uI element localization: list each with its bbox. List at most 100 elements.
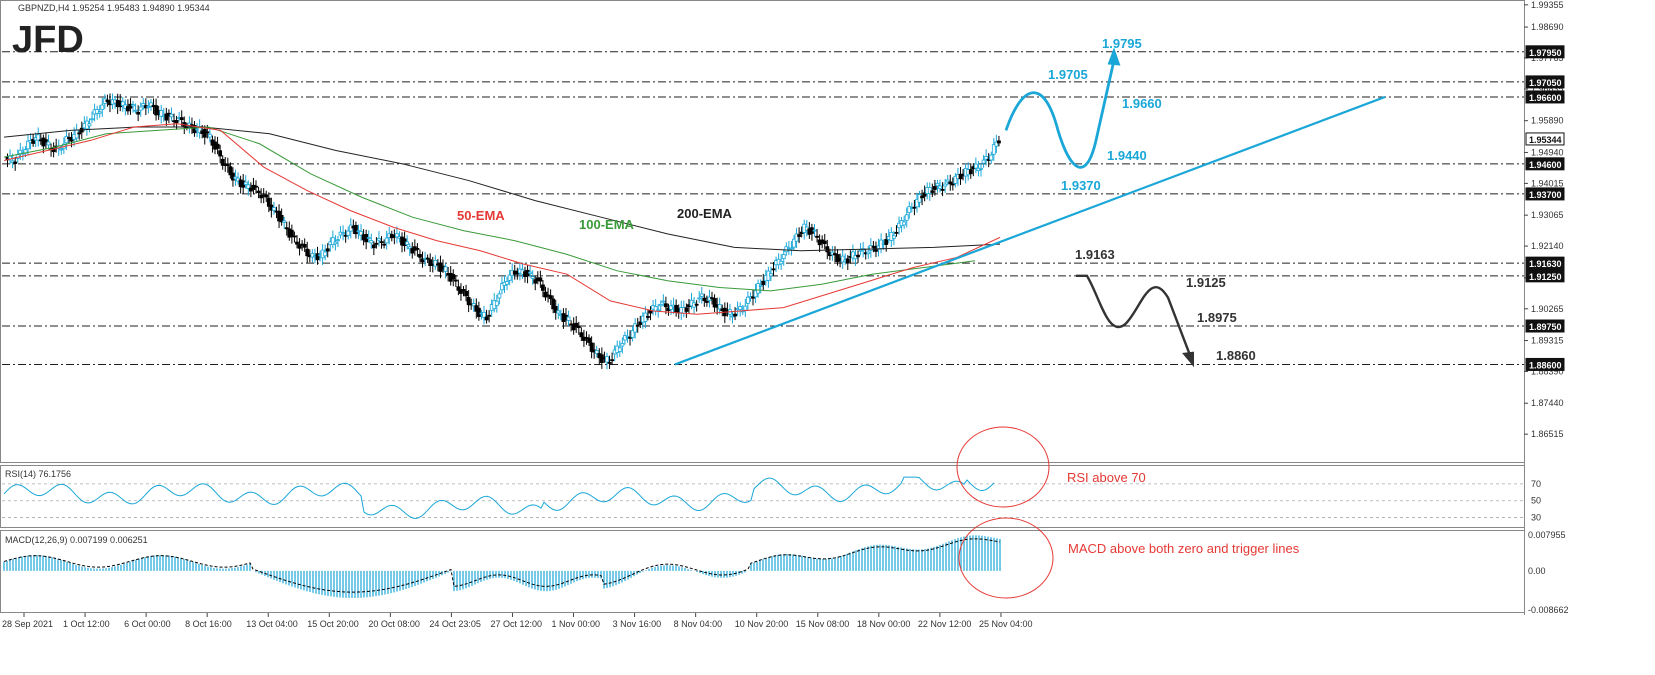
candle-body bbox=[840, 255, 845, 263]
candle-body bbox=[428, 259, 433, 267]
candle-body bbox=[207, 133, 212, 138]
candle-body bbox=[272, 207, 276, 211]
candle-body bbox=[346, 230, 351, 236]
ema50-line bbox=[3, 123, 1001, 315]
candle-body bbox=[630, 330, 635, 338]
time-tick-label: 24 Oct 23:05 bbox=[429, 619, 481, 629]
price-tick-label: 1.99355 bbox=[1531, 0, 1564, 10]
candle-body bbox=[684, 307, 689, 312]
level-badge bbox=[1525, 269, 1565, 283]
candle-body bbox=[487, 314, 492, 317]
candle-body bbox=[64, 136, 69, 144]
level-badge-text: 1.95344 bbox=[1529, 135, 1562, 145]
candle-body bbox=[756, 283, 761, 294]
candle-body bbox=[218, 150, 223, 157]
candle-body bbox=[730, 315, 735, 318]
candle-body bbox=[97, 111, 102, 114]
candle-body bbox=[259, 194, 264, 199]
bullish-projection-path bbox=[1004, 59, 1116, 169]
candle-body bbox=[220, 158, 225, 166]
candle-body bbox=[661, 300, 666, 303]
candle-body bbox=[922, 192, 927, 197]
candle-body bbox=[792, 238, 796, 248]
candle-body bbox=[59, 148, 64, 151]
projection-paths bbox=[1004, 47, 1194, 368]
candle-body bbox=[476, 307, 481, 317]
candle-body bbox=[884, 239, 889, 245]
time-tick-label: 22 Nov 12:00 bbox=[918, 619, 972, 629]
candle-body bbox=[979, 167, 983, 170]
price-tick-label: 1.95890 bbox=[1531, 116, 1564, 126]
ema100-label: 100-EMA bbox=[579, 217, 635, 232]
candle-body bbox=[297, 244, 302, 249]
candle-body bbox=[991, 144, 996, 155]
candle-body bbox=[146, 105, 151, 108]
level-badge bbox=[1525, 45, 1565, 59]
bearish-projection-path bbox=[1076, 274, 1193, 359]
rsi-highlight-circle bbox=[956, 426, 1050, 508]
ema200-line bbox=[3, 126, 1001, 252]
target-label-19440: 1.9440 bbox=[1107, 148, 1147, 163]
candle-body bbox=[418, 253, 422, 258]
price-tick-label: 1.90265 bbox=[1531, 304, 1564, 314]
candle-body bbox=[292, 235, 297, 238]
rsi-plot bbox=[2, 476, 1524, 519]
candle-body bbox=[781, 254, 786, 259]
candle-body bbox=[938, 185, 942, 189]
candle-body bbox=[997, 140, 1001, 144]
candle-body bbox=[825, 246, 830, 253]
candle-body bbox=[551, 298, 556, 310]
ema100-line bbox=[3, 126, 976, 292]
candle-body bbox=[751, 296, 755, 299]
target-label-18975: 1.8975 bbox=[1197, 310, 1237, 325]
candle-body bbox=[305, 248, 310, 257]
candle-body bbox=[131, 104, 135, 107]
candle-body bbox=[456, 286, 461, 291]
price-axis: 1.993551.986901.977651.968351.958901.949… bbox=[1524, 0, 1565, 439]
level-badge bbox=[1525, 132, 1565, 146]
candle-body bbox=[415, 247, 420, 250]
candle-body bbox=[341, 232, 346, 235]
candle-body bbox=[610, 359, 614, 362]
level-badge-text: 1.97950 bbox=[1529, 48, 1562, 58]
level-badge bbox=[1525, 187, 1565, 201]
candle-body bbox=[336, 239, 340, 242]
candle-body bbox=[812, 229, 817, 232]
price-tick-label: 1.93065 bbox=[1531, 210, 1564, 220]
candle-body bbox=[31, 138, 36, 144]
macd-tick-label: 0.00 bbox=[1528, 566, 1546, 576]
candle-body bbox=[638, 321, 643, 325]
candle-body bbox=[968, 169, 973, 175]
price-tick-label: 1.96835 bbox=[1531, 84, 1564, 94]
candle-body bbox=[958, 173, 963, 180]
candle-body bbox=[989, 154, 994, 161]
ema200-label: 200-EMA bbox=[677, 206, 733, 221]
candle-body bbox=[587, 337, 591, 343]
candle-body bbox=[556, 310, 561, 314]
candle-body bbox=[743, 305, 748, 311]
price-tick-label: 1.92140 bbox=[1531, 241, 1564, 251]
candle-body bbox=[302, 244, 307, 248]
rsi-tick-label: 70 bbox=[1531, 479, 1541, 489]
macd-highlight-circle bbox=[958, 517, 1054, 599]
candle-body bbox=[797, 234, 802, 237]
candle-body bbox=[100, 104, 105, 110]
candle-body bbox=[822, 240, 827, 245]
target-label-19660: 1.9660 bbox=[1122, 96, 1162, 111]
candle-body bbox=[953, 175, 958, 184]
ema50-label: 50-EMA bbox=[457, 208, 505, 223]
candle-body bbox=[892, 235, 896, 239]
time-tick-label: 8 Nov 04:00 bbox=[674, 619, 723, 629]
time-tick-label: 6 Oct 00:00 bbox=[124, 619, 171, 629]
candle-body bbox=[333, 241, 338, 245]
candle-body bbox=[769, 273, 773, 277]
candle-body bbox=[369, 240, 374, 244]
candlesticks bbox=[5, 93, 1001, 370]
price-tick-label: 1.87440 bbox=[1531, 398, 1564, 408]
candle-body bbox=[266, 197, 271, 207]
bullish-arrowhead bbox=[1107, 47, 1121, 66]
rsi-label: RSI(14) 76.1756 bbox=[5, 469, 71, 479]
candle-body bbox=[500, 283, 504, 291]
candle-body bbox=[576, 326, 581, 328]
